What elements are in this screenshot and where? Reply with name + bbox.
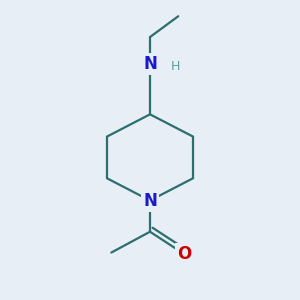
Text: N: N xyxy=(143,55,157,73)
Text: N: N xyxy=(143,191,157,209)
Text: O: O xyxy=(177,245,191,263)
Text: H: H xyxy=(171,60,180,73)
